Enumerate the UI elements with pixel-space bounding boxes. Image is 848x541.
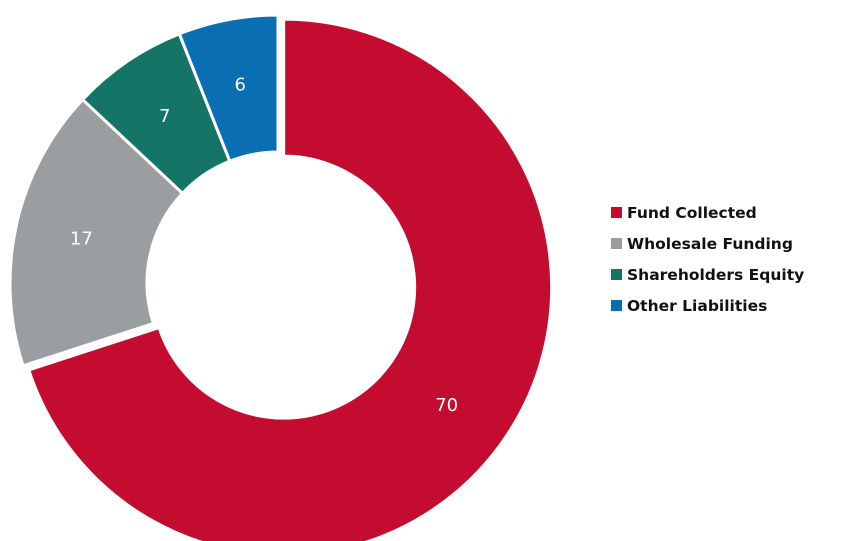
slice-fund-collected	[26, 17, 554, 541]
data-label-fund-collected: 70	[435, 395, 458, 416]
legend: Fund Collected Wholesale Funding Shareho…	[611, 197, 804, 321]
data-label-shareholders-equity: 7	[159, 106, 170, 127]
legend-label-fund-collected: Fund Collected	[627, 203, 757, 222]
legend-item-fund-collected: Fund Collected	[611, 197, 804, 228]
legend-label-other-liabilities: Other Liabilities	[627, 296, 768, 315]
slice-wholesale-funding	[8, 97, 185, 368]
legend-swatch-other-liabilities	[611, 300, 622, 311]
data-label-wholesale-funding: 17	[70, 229, 93, 250]
data-label-other-liabilities: 6	[235, 75, 246, 96]
legend-item-other-liabilities: Other Liabilities	[611, 290, 804, 321]
legend-item-shareholders-equity: Shareholders Equity	[611, 259, 804, 290]
slice-other-liabilities	[177, 13, 280, 164]
slice-labels: 70 17 7 6	[70, 75, 458, 416]
legend-label-wholesale-funding: Wholesale Funding	[627, 234, 793, 253]
donut-slices	[8, 13, 554, 541]
legend-swatch-fund-collected	[611, 207, 622, 218]
legend-swatch-shareholders-equity	[611, 269, 622, 280]
legend-item-wholesale-funding: Wholesale Funding	[611, 228, 804, 259]
legend-swatch-wholesale-funding	[611, 238, 622, 249]
legend-label-shareholders-equity: Shareholders Equity	[627, 265, 805, 284]
